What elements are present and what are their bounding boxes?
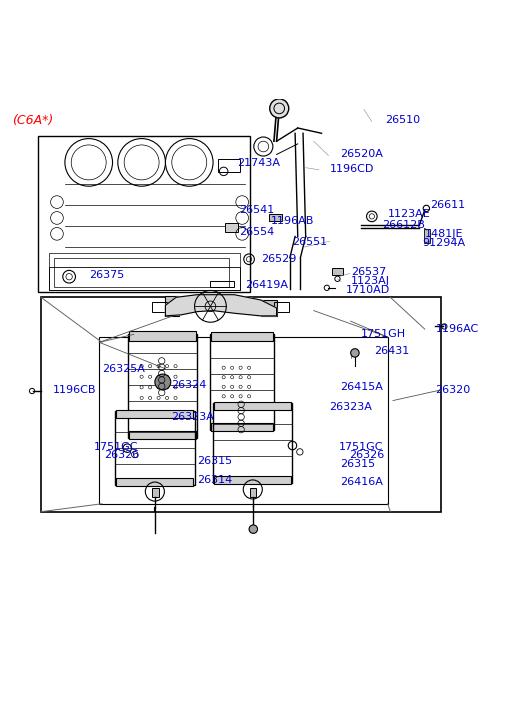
Text: 26325A: 26325A	[102, 364, 145, 374]
Bar	[116, 478, 194, 486]
Bar	[218, 158, 239, 172]
Bar	[54, 257, 229, 286]
Text: 1751GC: 1751GC	[339, 442, 384, 452]
Bar	[152, 488, 159, 497]
Bar	[38, 136, 250, 292]
Text: 26541: 26541	[239, 205, 275, 215]
Bar	[99, 337, 388, 504]
Circle shape	[351, 349, 359, 357]
Bar	[49, 267, 239, 291]
Bar	[225, 222, 238, 232]
Bar	[115, 411, 195, 485]
Polygon shape	[165, 294, 277, 316]
Bar	[214, 401, 292, 410]
Bar	[213, 403, 293, 483]
Text: 1751GH: 1751GH	[361, 329, 406, 340]
Text: 26415A: 26415A	[340, 382, 383, 393]
Text: 1123AJ: 1123AJ	[351, 276, 389, 286]
Text: 26510: 26510	[385, 115, 420, 125]
Circle shape	[270, 99, 289, 118]
Bar	[261, 300, 277, 316]
Text: 26431: 26431	[375, 346, 410, 356]
Text: 1710AD: 1710AD	[345, 286, 389, 295]
Bar	[165, 296, 179, 316]
Circle shape	[155, 374, 171, 390]
Text: 26323A: 26323A	[171, 412, 214, 422]
Text: 26520A: 26520A	[340, 150, 383, 159]
Bar	[212, 332, 273, 341]
Text: (C6A*): (C6A*)	[12, 113, 53, 126]
Text: 26315: 26315	[340, 459, 375, 469]
Bar	[250, 488, 256, 497]
Text: 26375: 26375	[89, 270, 124, 280]
Text: 26326: 26326	[105, 449, 140, 459]
Text: 26529: 26529	[261, 254, 296, 264]
Bar	[128, 334, 197, 438]
Bar	[116, 409, 194, 418]
Text: 26554: 26554	[239, 228, 275, 237]
Bar	[211, 281, 234, 286]
Circle shape	[249, 525, 257, 534]
Text: 26419A: 26419A	[245, 280, 288, 290]
Bar	[152, 302, 167, 312]
Text: 1481JE: 1481JE	[425, 229, 463, 239]
Bar	[423, 228, 430, 244]
Text: 26611: 26611	[430, 200, 465, 209]
Text: 1196CD: 1196CD	[329, 164, 374, 174]
Text: 26324: 26324	[171, 379, 206, 390]
Text: 21743A: 21743A	[237, 158, 280, 169]
Bar	[41, 297, 440, 512]
Text: 26537: 26537	[351, 268, 386, 278]
Bar	[129, 331, 196, 341]
Bar	[274, 302, 289, 312]
Text: 26551: 26551	[293, 237, 328, 246]
Bar	[49, 254, 239, 291]
Text: 1751GC: 1751GC	[94, 442, 138, 452]
Text: 26416A: 26416A	[340, 477, 383, 487]
Text: 26612B: 26612B	[383, 220, 425, 230]
Bar	[211, 334, 274, 430]
Text: 26320: 26320	[435, 385, 471, 395]
Bar	[332, 268, 343, 275]
Text: 26326: 26326	[350, 449, 385, 459]
Text: 1196AC: 1196AC	[435, 324, 479, 334]
Text: 91294A: 91294A	[422, 238, 466, 249]
Text: 26314: 26314	[197, 475, 232, 485]
Text: 1196CB: 1196CB	[53, 385, 97, 395]
Bar	[214, 475, 292, 483]
Bar	[212, 423, 273, 430]
Text: 26323A: 26323A	[329, 402, 372, 412]
Bar	[129, 430, 196, 438]
Text: 26315: 26315	[197, 456, 232, 466]
Text: 1196AB: 1196AB	[271, 216, 314, 225]
Bar	[269, 214, 282, 220]
Text: 1123AE: 1123AE	[388, 209, 430, 220]
